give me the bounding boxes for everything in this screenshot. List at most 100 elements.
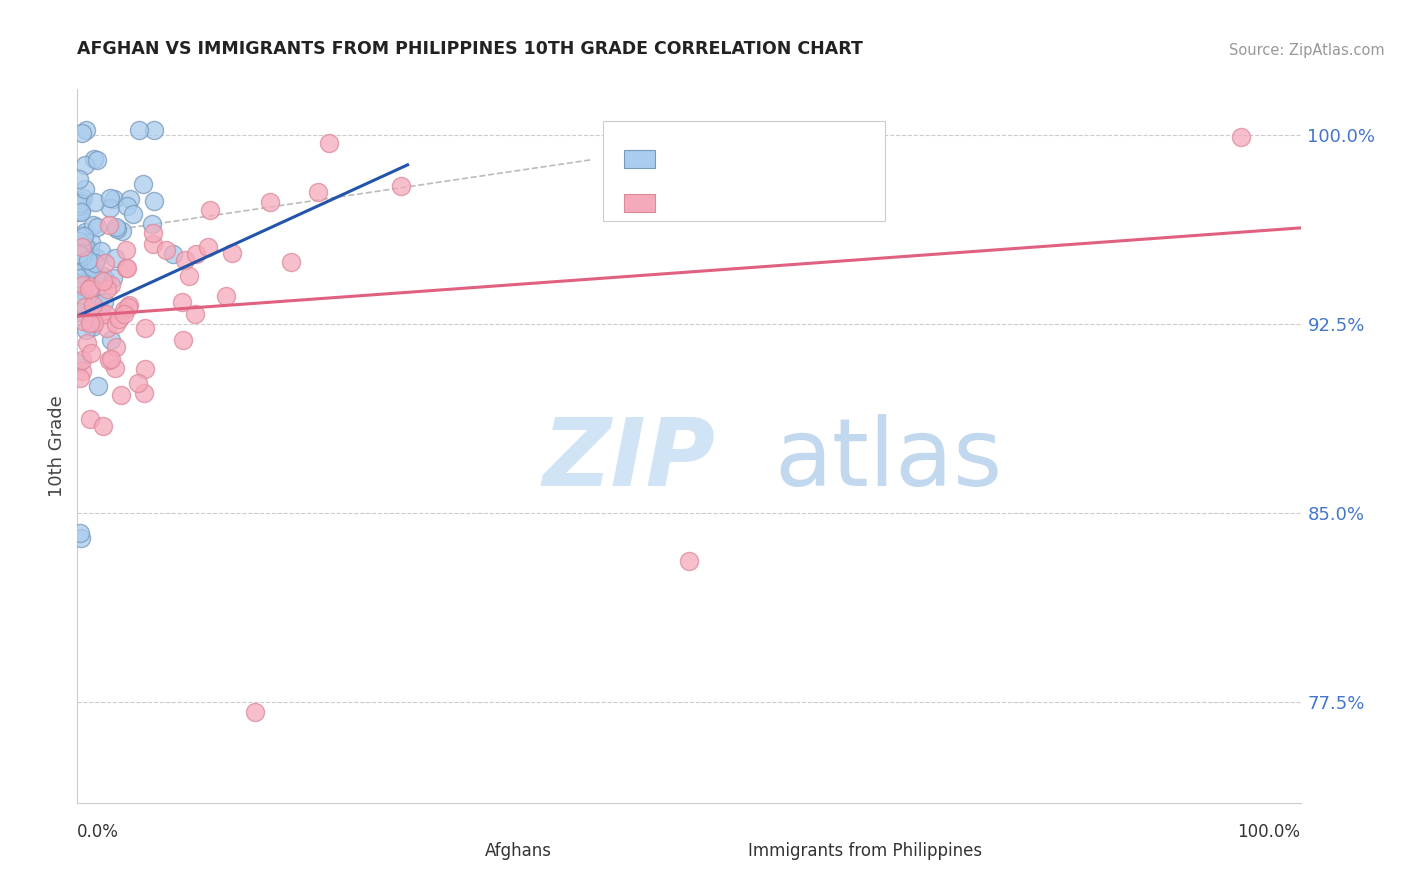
Point [69, 526, 91, 541]
Point [79, 411, 101, 425]
Point [318, 136, 340, 151]
Point [162, 247, 184, 261]
Point [90, 244, 112, 258]
Point [94, 307, 117, 321]
Point [98, 191, 121, 205]
Point [75, 300, 97, 314]
Text: 0.0%: 0.0% [77, 823, 120, 841]
Point [75, 239, 97, 253]
Point [93, 418, 115, 433]
Point [83, 255, 105, 269]
Point [72, 191, 94, 205]
Point [70, 126, 93, 140]
Point [76, 260, 98, 274]
Point [142, 226, 165, 240]
Point [101, 271, 124, 285]
Point [87, 278, 110, 293]
Point [70, 531, 93, 545]
Text: R = 0.228   N = 63: R = 0.228 N = 63 [669, 194, 827, 212]
Point [100, 352, 122, 367]
Point [70, 230, 93, 244]
Point [67, 172, 90, 186]
Point [143, 122, 166, 136]
Point [98, 201, 121, 215]
Point [132, 386, 155, 401]
Point [179, 269, 201, 284]
Point [141, 217, 163, 231]
Point [86, 295, 108, 310]
Point [75, 323, 97, 337]
Text: ZIP: ZIP [543, 414, 716, 507]
Point [110, 224, 132, 238]
Point [143, 194, 166, 209]
Point [82, 218, 104, 232]
Point [72, 278, 94, 293]
Point [91, 274, 114, 288]
Point [98, 218, 121, 232]
Point [198, 203, 221, 218]
Point [70, 194, 93, 209]
Text: Immigrants from Philippines: Immigrants from Philippines [748, 842, 981, 860]
Point [83, 316, 105, 330]
Point [80, 235, 103, 249]
Point [86, 252, 108, 266]
Point [80, 279, 103, 293]
Point [69, 371, 91, 385]
Point [103, 251, 125, 265]
Point [73, 240, 96, 254]
Text: atlas: atlas [775, 414, 1002, 507]
Point [73, 182, 96, 196]
Point [67, 279, 90, 293]
Point [93, 256, 115, 270]
Point [307, 185, 329, 199]
Point [69, 202, 91, 217]
Point [86, 153, 108, 167]
Point [112, 307, 135, 321]
Point [120, 192, 142, 206]
Point [155, 244, 177, 258]
Point [70, 352, 93, 367]
Point [87, 379, 110, 393]
Point [67, 277, 90, 291]
Point [67, 305, 90, 319]
Text: 100.0%: 100.0% [1237, 823, 1301, 841]
Point [221, 246, 243, 260]
Point [69, 204, 91, 219]
Point [72, 363, 94, 377]
Text: Afghans: Afghans [485, 842, 551, 860]
Point [67, 247, 90, 261]
Point [1229, 130, 1251, 145]
Point [100, 278, 122, 293]
Point [77, 282, 100, 296]
Point [110, 387, 132, 401]
Point [79, 259, 101, 273]
Point [69, 195, 91, 210]
Point [70, 227, 93, 242]
Point [104, 361, 127, 376]
Point [70, 260, 93, 274]
Point [82, 260, 104, 275]
Point [105, 341, 128, 355]
FancyBboxPatch shape [603, 121, 884, 221]
Point [76, 308, 98, 322]
Point [128, 122, 150, 136]
Point [90, 305, 112, 319]
Point [91, 268, 114, 283]
Point [96, 282, 118, 296]
Point [70, 292, 93, 306]
Point [173, 252, 195, 267]
Point [197, 240, 219, 254]
Point [80, 346, 103, 360]
Point [67, 199, 90, 213]
Point [93, 294, 115, 309]
Point [67, 234, 90, 248]
Point [105, 317, 128, 331]
Point [142, 237, 165, 252]
Point [83, 152, 105, 166]
Point [75, 122, 97, 136]
Point [118, 298, 141, 312]
Point [77, 252, 100, 267]
Point [114, 260, 136, 275]
Point [108, 312, 131, 326]
Point [75, 225, 97, 239]
